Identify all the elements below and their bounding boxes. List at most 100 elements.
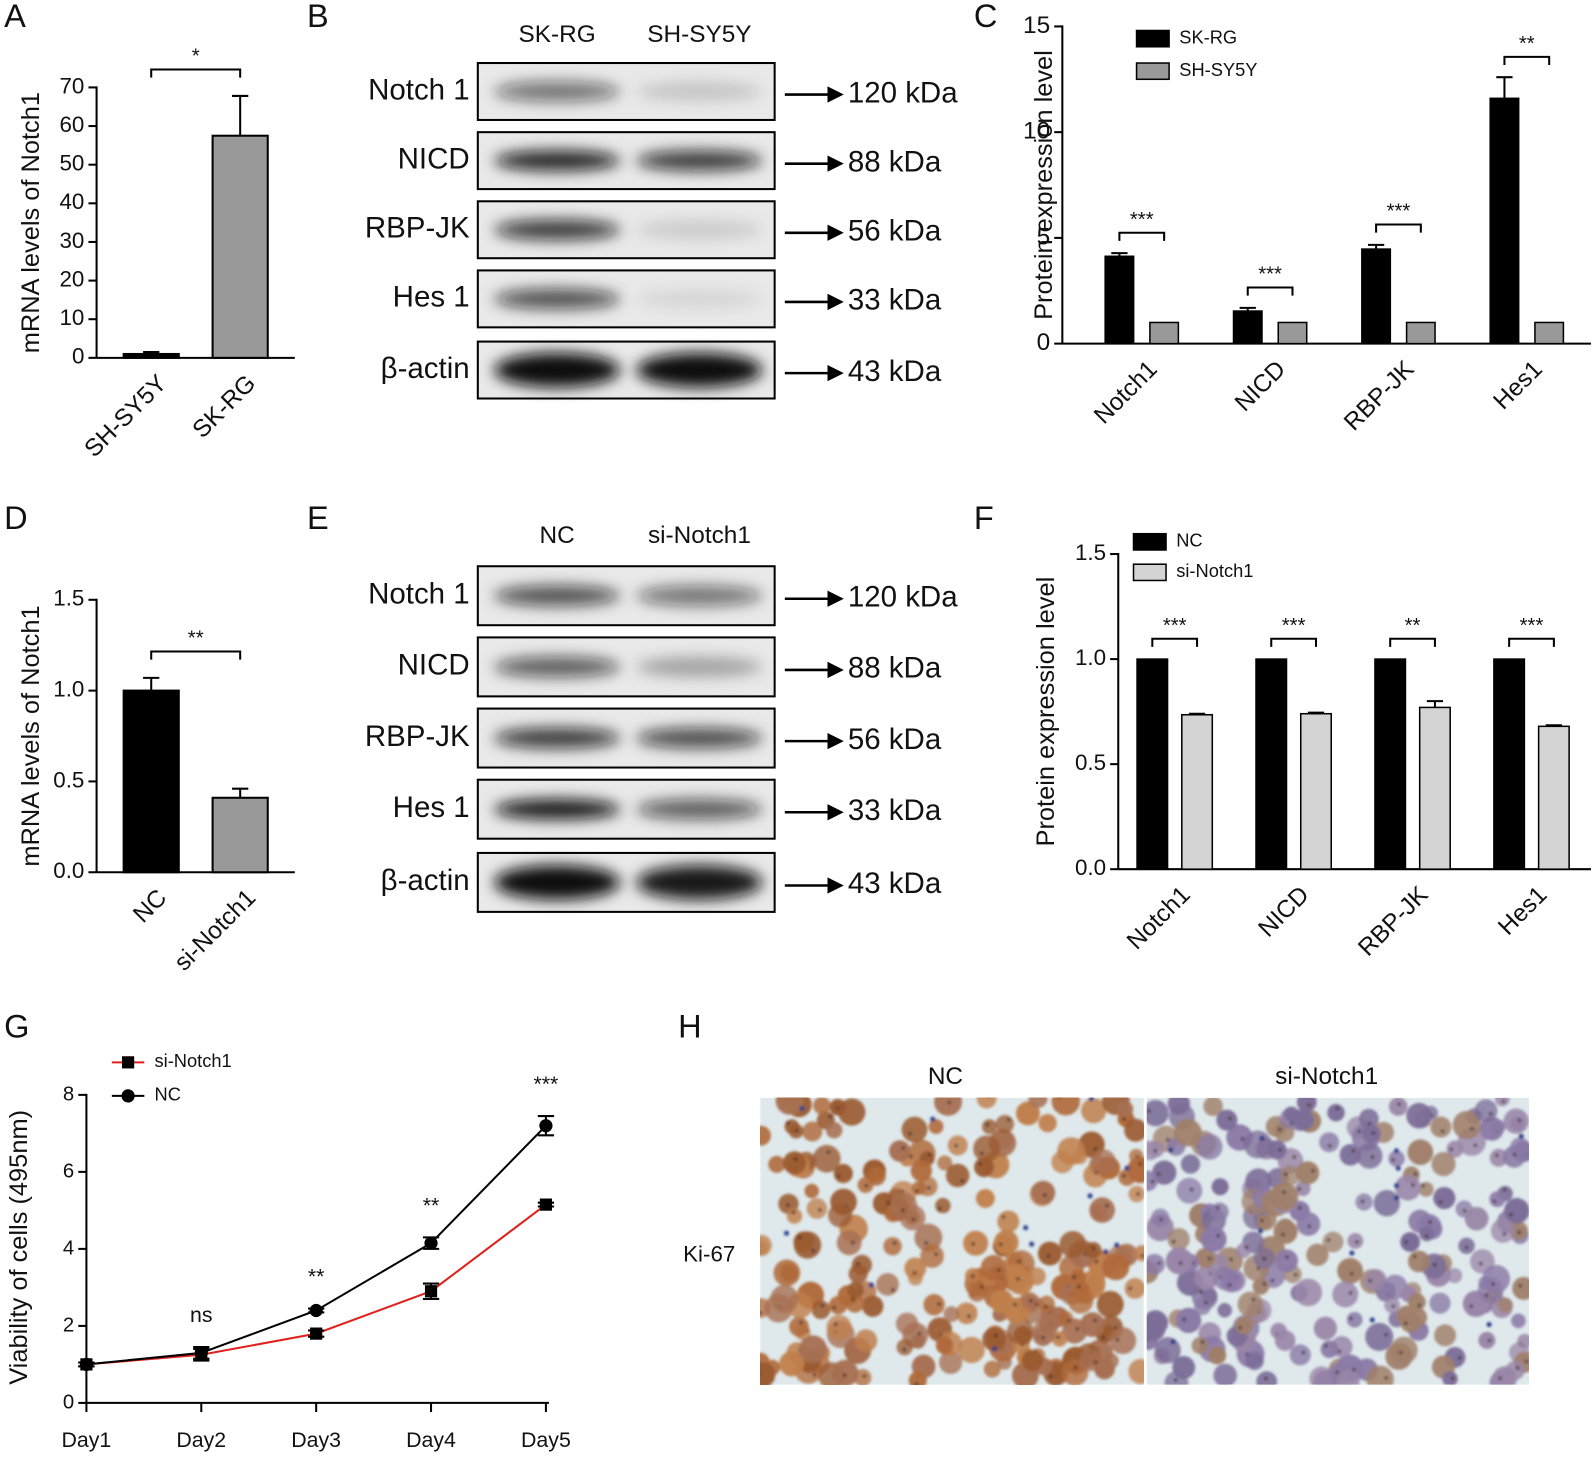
cell	[974, 1157, 994, 1178]
cell	[889, 1140, 911, 1162]
cell	[982, 1327, 1006, 1352]
nucleolus	[1370, 1155, 1375, 1159]
nucleolus	[793, 1157, 798, 1161]
y-tick-label: 5	[1037, 223, 1051, 250]
legend-marker	[121, 1089, 135, 1103]
cell	[812, 1144, 841, 1173]
nucleolus	[1093, 1147, 1098, 1151]
significance-label: **	[423, 1193, 440, 1217]
size-label: 43 kDa	[848, 355, 942, 388]
cell	[1452, 1110, 1482, 1140]
nucleolus	[1470, 1126, 1474, 1131]
nucleolus	[1072, 1275, 1077, 1279]
cell	[1400, 1312, 1421, 1333]
cell	[1090, 1149, 1116, 1175]
nucleolus	[818, 1208, 822, 1212]
panel-label: D	[4, 500, 27, 536]
cell	[1267, 1140, 1287, 1160]
nucleolus	[1462, 1208, 1467, 1213]
cell	[779, 1351, 805, 1377]
nucleolus	[1311, 1168, 1315, 1173]
cell	[1364, 1269, 1387, 1292]
error-bar	[1496, 76, 1513, 99]
cell	[1128, 1358, 1144, 1385]
y-tick-label: 1.5	[1075, 540, 1106, 565]
y-tick-label: 0	[63, 1391, 74, 1413]
arrow-head	[827, 661, 844, 679]
nucleolus	[1397, 1102, 1401, 1107]
speck	[1486, 1322, 1492, 1328]
band	[494, 727, 621, 749]
arrow-head	[827, 804, 844, 821]
nucleolus	[812, 1373, 817, 1377]
nucleolus	[1264, 1376, 1268, 1381]
arrow-head	[827, 590, 844, 607]
blot-bands	[494, 656, 763, 678]
y-tick-label: 1.5	[53, 586, 84, 611]
cell	[1489, 1148, 1508, 1167]
cell	[1509, 1221, 1528, 1240]
protein-label: Hes 1	[393, 281, 470, 314]
cell	[1320, 1340, 1339, 1359]
nucleolus	[1094, 1259, 1099, 1264]
legend-swatch	[1132, 532, 1167, 551]
nucleolus	[908, 1131, 912, 1136]
x-tick-label: Day1	[62, 1428, 112, 1452]
cell	[963, 1230, 989, 1256]
cell	[1366, 1365, 1394, 1385]
legend-swatch	[1135, 29, 1170, 48]
nucleolus	[985, 1122, 990, 1127]
cell	[1235, 1316, 1253, 1335]
cell	[1117, 1100, 1134, 1118]
significance-label: ***	[533, 1072, 558, 1096]
cell	[1219, 1270, 1243, 1293]
cell	[1482, 1264, 1511, 1293]
nucleolus	[1147, 1109, 1151, 1113]
nucleolus	[851, 1240, 855, 1245]
nucleolus	[862, 1374, 867, 1378]
nucleolus	[799, 1320, 803, 1325]
error-bar	[1545, 724, 1563, 727]
speck	[1170, 1339, 1176, 1345]
blot-bands	[494, 352, 763, 388]
cell	[958, 1336, 985, 1364]
nucleolus	[1006, 1117, 1011, 1122]
nucleolus	[1281, 1232, 1285, 1237]
cell	[1419, 1226, 1435, 1242]
blot-bands	[494, 150, 763, 171]
cell	[1431, 1151, 1456, 1177]
bar	[1534, 321, 1565, 345]
nucleolus	[1440, 1129, 1445, 1134]
nucleolus	[1136, 1192, 1140, 1196]
cell	[1373, 1190, 1400, 1217]
blot-bands	[494, 799, 763, 820]
bar	[1104, 255, 1135, 345]
nucleolus	[1438, 1200, 1443, 1204]
nucleolus	[891, 1288, 895, 1292]
bar	[1277, 321, 1308, 345]
nucleolus	[1399, 1350, 1403, 1355]
size-label: 43 kDa	[848, 867, 942, 900]
legend-label: NC	[1176, 530, 1202, 551]
nucleolus	[842, 1373, 847, 1378]
nucleolus	[927, 1153, 932, 1157]
y-tick-label: 1.0	[53, 677, 84, 702]
cell	[923, 1294, 945, 1316]
band	[636, 865, 763, 900]
nucleolus	[1073, 1365, 1078, 1370]
bar	[1418, 706, 1451, 870]
cell	[1407, 1250, 1430, 1273]
cell	[1442, 1371, 1458, 1385]
nucleolus	[1115, 1337, 1120, 1342]
nucleolus	[1384, 1332, 1388, 1337]
nucleolus	[1502, 1188, 1507, 1192]
size-label: 33 kDa	[848, 794, 942, 827]
band	[494, 656, 621, 678]
nucleolus	[1328, 1143, 1332, 1148]
cell	[1051, 1097, 1080, 1116]
nucleolus	[1278, 1148, 1282, 1152]
y-tick-label: 0.0	[53, 858, 84, 883]
cell	[1124, 1118, 1144, 1142]
nucleolus	[914, 1382, 919, 1385]
cell	[1429, 1292, 1451, 1314]
